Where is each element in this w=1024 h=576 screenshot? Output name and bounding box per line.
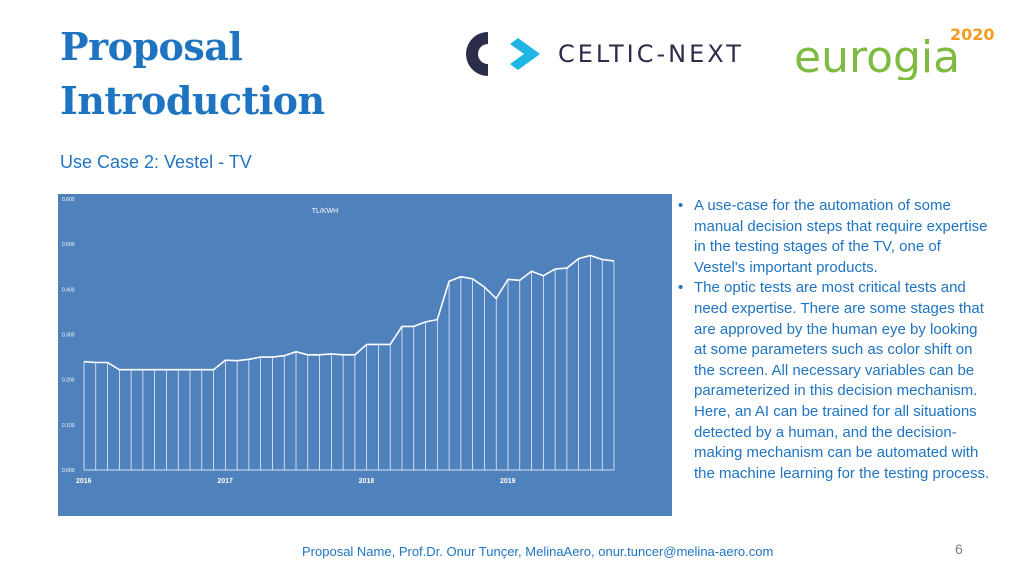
celtic-next-logo: CELTIC-NEXT <box>466 32 744 76</box>
page-number: 6 <box>955 541 963 557</box>
slide-title: Proposal Introduction <box>60 24 325 123</box>
bullet-dot-icon: • <box>678 279 684 297</box>
bullet-dot-icon: • <box>678 197 684 214</box>
celtic-c-icon <box>466 32 488 76</box>
footer-text: Proposal Name, Prof.Dr. Onur Tunçer, Mel… <box>302 544 774 559</box>
bullet-text: A use-case for the automation of some ma… <box>694 197 988 276</box>
x-tick-label: 2016 <box>76 478 92 485</box>
chart-title: TL/KWH <box>312 208 338 215</box>
y-tick-label: 0.400 <box>62 287 75 293</box>
y-tick-label: 0.200 <box>62 378 75 384</box>
celtic-wordmark: CELTIC-NEXT <box>558 40 744 68</box>
bullet-item: • The optic tests are most critical tests… <box>674 278 994 484</box>
electricity-price-chart: 0.000 0.100 0.200 0.300 0.400 0.500 0.600 2016 2… <box>62 197 615 485</box>
y-tick-label: 0.100 <box>62 423 75 429</box>
y-tick-label: 0.500 <box>62 242 75 248</box>
bullet-list: • A use-case for the automation of some m… <box>674 196 994 484</box>
x-tick-label: 2018 <box>359 478 375 485</box>
slide-subtitle: Use Case 2: Vestel - TV <box>60 152 252 172</box>
eurogia-year: 2020 <box>950 25 995 44</box>
y-tick-label: 0.300 <box>62 333 75 339</box>
y-tick-label: 0.600 <box>62 197 75 203</box>
bullet-text: The optic tests are most critical tests … <box>694 279 990 482</box>
bullet-item: • A use-case for the automation of some m… <box>674 196 994 278</box>
x-tick-label: 2017 <box>217 478 233 485</box>
x-tick-label: 2019 <box>500 478 516 485</box>
eurogia-wordmark: eurogia <box>794 32 960 80</box>
eurogia-logo: eurogia 2020 <box>794 25 995 80</box>
series-line <box>83 254 615 371</box>
celtic-arrow-icon <box>510 38 540 70</box>
chart-panel: 0.000 0.100 0.200 0.300 0.400 0.500 0.600 2016 2… <box>58 194 672 516</box>
y-tick-label: 0.000 <box>62 468 75 474</box>
